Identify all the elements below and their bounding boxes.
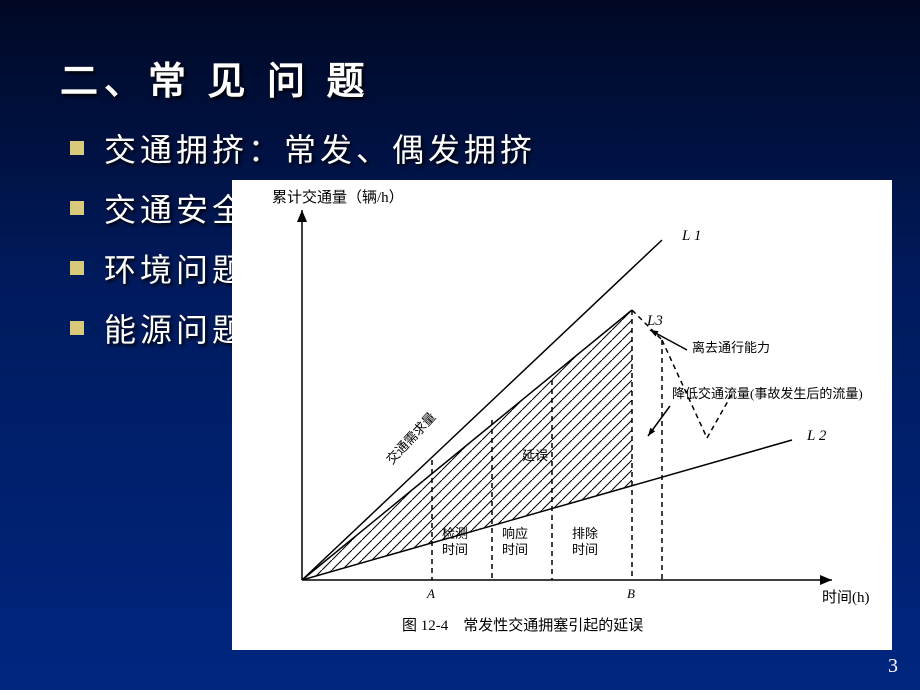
svg-text:L 2: L 2 [806,428,827,444]
chart-svg: 累计交通量（辆/h）时间(h)L 1L 2L3交通需求量延误A检测时间响应时间排… [232,180,892,650]
svg-text:图 12-4 常发性交通拥塞引起的延误: 图 12-4 常发性交通拥塞引起的延误 [402,616,643,634]
svg-text:降低交通流量(事故发生后的流量): 降低交通流量(事故发生后的流量) [672,386,863,401]
svg-text:时间: 时间 [442,542,468,557]
svg-text:时间(h): 时间(h) [822,589,870,606]
svg-text:离去通行能力: 离去通行能力 [692,340,770,355]
bullet-item: 交通拥挤：常发、偶发拥挤 [70,125,880,171]
svg-text:响应: 响应 [502,526,528,541]
svg-text:累计交通量（辆/h）: 累计交通量（辆/h） [272,188,404,206]
svg-text:时间: 时间 [502,542,528,557]
svg-text:L 1: L 1 [681,228,701,244]
svg-text:延误: 延误 [522,448,548,463]
page-number: 3 [888,655,898,678]
slide: 二、常 见 问 题 交通拥挤：常发、偶发拥挤 交通安全 环境问题 能源问题 累计… [0,0,920,690]
svg-text:L3: L3 [646,313,663,329]
svg-text:排除: 排除 [572,526,598,541]
svg-text:检测: 检测 [442,526,468,541]
svg-text:A: A [426,586,435,601]
svg-text:B: B [627,586,635,601]
slide-title: 二、常 见 问 题 [60,50,880,105]
svg-text:时间: 时间 [572,542,598,557]
chart-figure: 累计交通量（辆/h）时间(h)L 1L 2L3交通需求量延误A检测时间响应时间排… [232,180,892,650]
